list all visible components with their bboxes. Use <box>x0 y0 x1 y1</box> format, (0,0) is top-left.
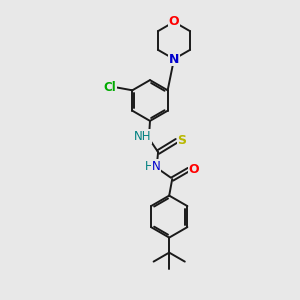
Text: O: O <box>169 15 179 28</box>
Text: NH: NH <box>134 130 151 143</box>
Text: N: N <box>169 52 179 66</box>
Text: O: O <box>189 163 200 176</box>
Text: Cl: Cl <box>103 81 116 94</box>
Text: H: H <box>145 160 154 173</box>
Text: N: N <box>152 160 160 173</box>
Text: S: S <box>178 134 187 147</box>
